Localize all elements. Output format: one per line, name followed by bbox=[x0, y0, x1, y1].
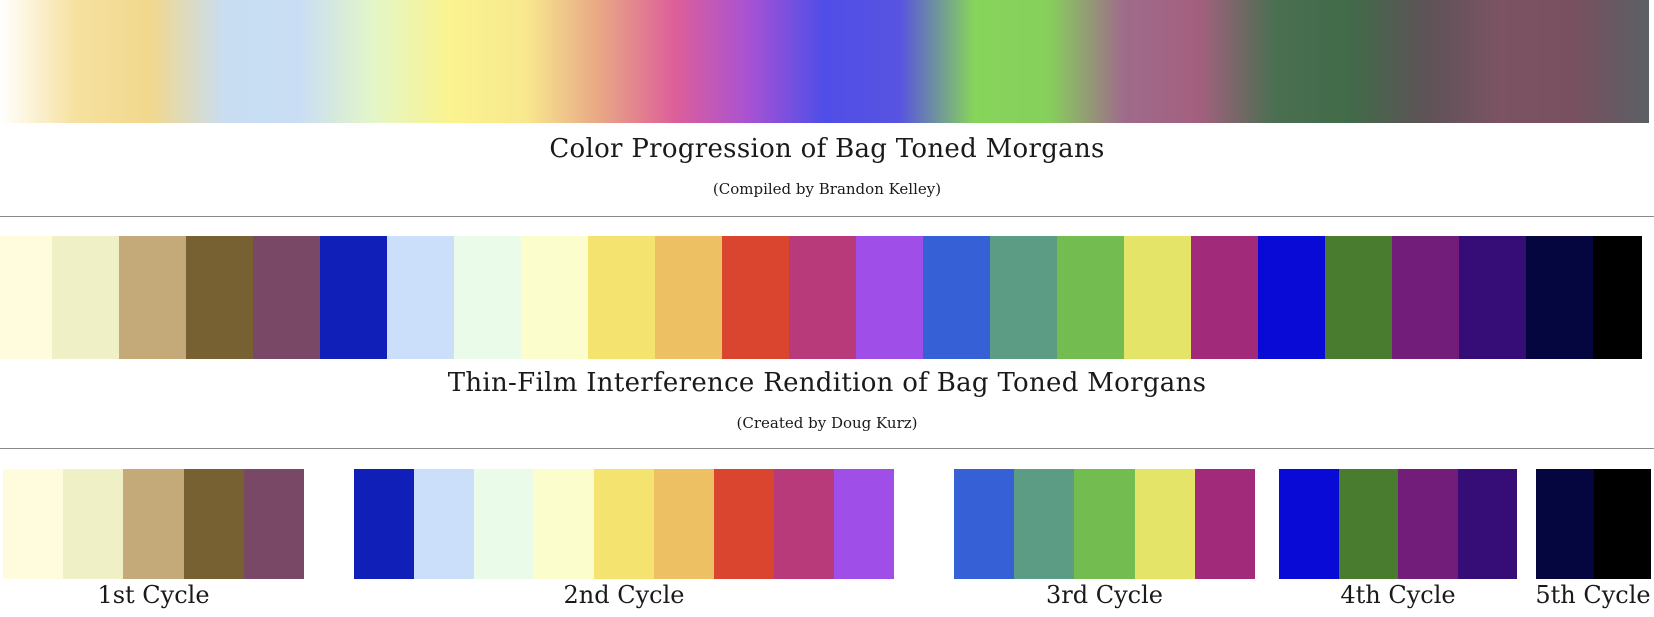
thin-film-swatch bbox=[0, 236, 52, 359]
cycle-swatch bbox=[183, 469, 244, 579]
thin-film-swatch bbox=[1526, 236, 1593, 359]
cycle-swatch bbox=[594, 469, 654, 579]
cycle-swatch bbox=[414, 469, 474, 579]
cycle-swatch bbox=[1338, 469, 1398, 579]
cycle-swatch bbox=[654, 469, 714, 579]
progression-credit: (Compiled by Brandon Kelley) bbox=[712, 180, 942, 198]
cycle-2-swatches bbox=[354, 469, 894, 579]
thin-film-swatch bbox=[119, 236, 186, 359]
cycle-swatch bbox=[1593, 469, 1651, 579]
cycle-1-swatches bbox=[3, 469, 305, 579]
thin-film-swatch bbox=[1191, 236, 1258, 359]
thin-film-swatch bbox=[655, 236, 722, 359]
cycle-swatch bbox=[243, 469, 305, 579]
thin-film-swatch bbox=[722, 236, 789, 359]
cycle-4-swatches bbox=[1279, 469, 1517, 579]
cycle-4-label: 4th Cycle bbox=[1340, 581, 1456, 609]
thin-film-swatch bbox=[387, 236, 454, 359]
cycle-swatch bbox=[1014, 469, 1075, 579]
cycle-3-swatches bbox=[954, 469, 1256, 579]
cycle-swatch bbox=[1134, 469, 1195, 579]
thin-film-swatch bbox=[1258, 236, 1325, 359]
thin-film-swatch bbox=[789, 236, 856, 359]
cycle-swatch bbox=[534, 469, 594, 579]
progression-title: Color Progression of Bag Toned Morgans bbox=[549, 134, 1105, 164]
cycle-1-label: 1st Cycle bbox=[97, 581, 210, 609]
cycle-swatch bbox=[63, 469, 124, 579]
thin-film-swatch bbox=[1057, 236, 1124, 359]
cycle-swatch bbox=[834, 469, 894, 579]
cycle-swatch bbox=[1398, 469, 1458, 579]
divider-1 bbox=[0, 216, 1654, 217]
thin-film-swatch bbox=[856, 236, 923, 359]
thin-film-swatch bbox=[521, 236, 588, 359]
thin-film-swatch bbox=[52, 236, 119, 359]
divider-2 bbox=[0, 448, 1654, 449]
thin-film-swatch-strip bbox=[0, 236, 1654, 359]
cycle-5-swatches bbox=[1536, 469, 1651, 579]
thin-film-swatch bbox=[454, 236, 521, 359]
cycle-3-label: 3rd Cycle bbox=[1046, 581, 1163, 609]
cycle-swatch bbox=[123, 469, 184, 579]
thin-film-swatch bbox=[186, 236, 253, 359]
thin-film-swatch bbox=[923, 236, 990, 359]
thin-film-swatch bbox=[1593, 236, 1642, 359]
thin-film-title: Thin-Film Interference Rendition of Bag … bbox=[447, 368, 1207, 398]
thin-film-swatch bbox=[588, 236, 655, 359]
thin-film-credit: (Created by Doug Kurz) bbox=[736, 414, 918, 432]
cycle-swatch bbox=[1536, 469, 1594, 579]
cycle-swatch bbox=[1279, 469, 1339, 579]
thin-film-swatch bbox=[1325, 236, 1392, 359]
thin-film-swatch bbox=[253, 236, 320, 359]
thin-film-swatch bbox=[1392, 236, 1459, 359]
cycle-swatch bbox=[774, 469, 834, 579]
cycle-swatch bbox=[474, 469, 534, 579]
cycle-swatch bbox=[1194, 469, 1256, 579]
cycle-swatch bbox=[1074, 469, 1135, 579]
cycle-5-label: 5th Cycle bbox=[1535, 581, 1651, 609]
color-progression-gradient bbox=[0, 0, 1649, 123]
thin-film-swatch bbox=[1459, 236, 1526, 359]
thin-film-swatch bbox=[990, 236, 1057, 359]
cycle-swatch bbox=[1457, 469, 1517, 579]
cycle-2-label: 2nd Cycle bbox=[563, 581, 685, 609]
thin-film-swatch bbox=[320, 236, 387, 359]
thin-film-swatch bbox=[1124, 236, 1191, 359]
cycle-swatch bbox=[3, 469, 64, 579]
cycle-swatch bbox=[354, 469, 414, 579]
cycle-swatch bbox=[954, 469, 1015, 579]
cycle-swatch bbox=[714, 469, 774, 579]
